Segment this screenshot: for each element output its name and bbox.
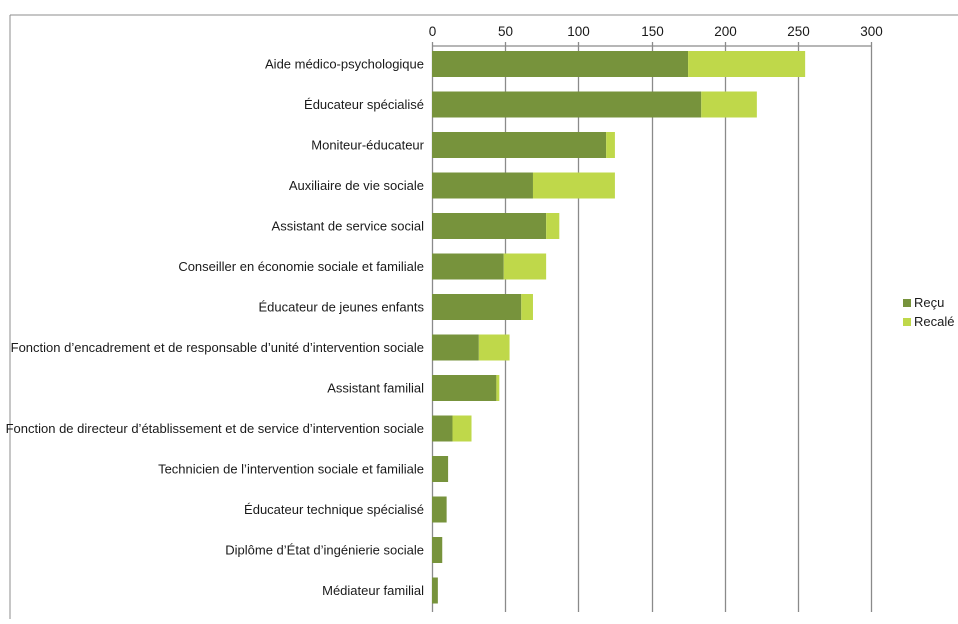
bar-segment-recu [432,496,447,523]
category-label: Conseiller en économie sociale et famili… [178,259,424,274]
category-label: Médiateur familial [322,583,424,598]
bar-segment-recu [432,51,689,77]
bar-segment-recu [432,91,702,118]
bar-segment-recale [478,334,510,361]
x-tick-label: 300 [860,24,883,39]
category-label: Auxiliaire de vie sociale [289,178,424,193]
bar-segment-recale [532,172,615,199]
bar-segment-recale [496,375,500,401]
bar-segment-recale [452,415,472,442]
category-label: Fonction d’encadrement et de responsable… [11,340,424,355]
category-label: Éducateur technique spécialisé [244,502,424,517]
x-tick-label: 200 [714,24,737,39]
category-labels: Aide médico-psychologique Éducateur spéci… [6,57,425,599]
x-tick-label: 150 [641,24,664,39]
bar-segment-recu [432,577,438,604]
category-label: Diplôme d’État d’ingénierie sociale [225,543,424,558]
bar-segment-recu [432,334,479,361]
bar-segment-recu [432,375,497,401]
bar-segment-recu [432,537,443,563]
bar-segment-recu [432,456,449,482]
bar-segment-recale [606,132,615,158]
bars [432,51,806,604]
x-tick-label: 0 [429,24,437,39]
category-label: Assistant familial [327,381,424,396]
bar-segment-recu [432,213,547,239]
x-tick-label: 50 [498,24,513,39]
category-label: Moniteur-éducateur [311,138,424,153]
x-tick-label: 250 [787,24,810,39]
category-label: Éducateur spécialisé [304,97,424,112]
legend-swatch-recu [903,299,911,307]
bar-segment-recu [432,172,533,199]
bar-segment-recu [432,294,522,320]
category-label: Aide médico-psychologique [265,57,424,72]
legend-swatch-recale [903,318,911,326]
legend-label: Recalé [914,314,954,329]
category-label: Fonction de directeur d’établissement et… [6,421,424,436]
category-label: Assistant de service social [272,219,425,234]
bar-segment-recu [432,253,504,280]
x-tick-label: 100 [567,24,590,39]
bar-segment-recale [688,51,806,77]
bar-segment-recale [701,91,757,118]
axes: 0 50 100 150 200 250 300 [429,24,883,47]
legend-label: Reçu [914,295,944,310]
bar-segment-recu [432,415,453,442]
bar-segment-recale [546,213,560,239]
bar-segment-recale [521,294,533,320]
bar-segment-recu [432,132,607,158]
bar-segment-recale [503,253,547,280]
category-label: Technicien de l’intervention sociale et … [158,462,424,477]
category-label: Éducateur de jeunes enfants [258,300,424,315]
legend: Reçu Recalé [903,295,954,329]
